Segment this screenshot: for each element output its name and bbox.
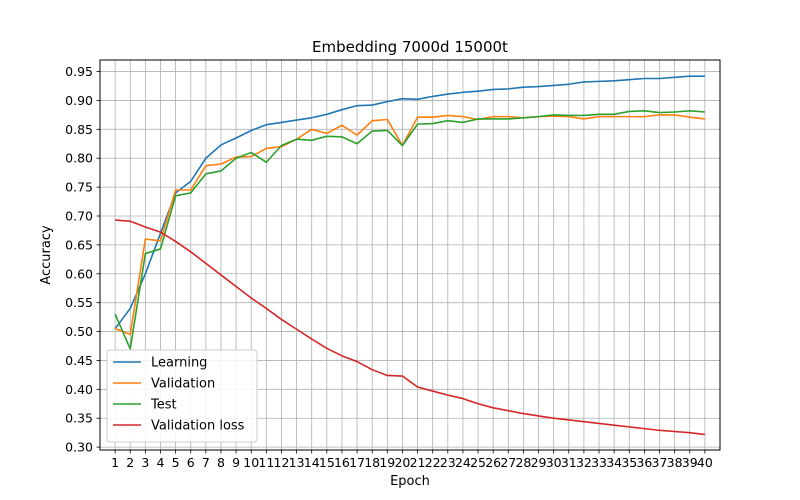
y-tick-label: 0.65 [65, 237, 93, 252]
y-tick-label: 0.40 [65, 382, 93, 397]
y-axis-ticks: 0.30 0.35 0.40 0.45 0.50 0.55 0.60 0.65 0.70 0.75… [65, 64, 100, 455]
plot-frame [99, 59, 721, 451]
x-tick-label: 13 [289, 455, 305, 470]
y-tick-label: 0.95 [65, 64, 93, 79]
x-tick-label: 26 [485, 455, 501, 470]
x-tick-label: 39 [682, 455, 698, 470]
y-tick-label: 0.90 [65, 93, 93, 108]
legend-label: Validation loss [151, 419, 245, 434]
series-line-learning [114, 75, 705, 330]
x-tick-label: 32 [576, 455, 592, 470]
series-line-test [114, 110, 705, 350]
x-tick-label: 21 [410, 455, 426, 470]
x-tick-label: 2 [126, 455, 134, 470]
x-tick-label: 12 [274, 455, 290, 470]
x-tick-label: 31 [561, 455, 577, 470]
x-tick-label: 3 [141, 455, 149, 470]
y-tick-label: 0.75 [65, 180, 93, 195]
x-tick-label: 40 [697, 455, 713, 470]
x-tick-label: 6 [187, 455, 195, 470]
x-tick-label: 23 [440, 455, 456, 470]
y-tick-label: 0.45 [65, 353, 93, 368]
chart-title: Embedding 7000d 15000t [312, 38, 508, 56]
x-tick-label: 27 [500, 455, 516, 470]
y-tick-label: 0.30 [65, 440, 93, 455]
x-axis-ticks: 1 2 3 4 5 6 7 8 9 10 11 12 13 14 15 16 17 18 19 20 21 22 23 24 2… [111, 450, 713, 470]
x-tick-label: 14 [304, 455, 320, 470]
x-tick-label: 34 [606, 455, 622, 470]
y-tick-label: 0.50 [65, 324, 93, 339]
y-axis-title: Accuracy [39, 225, 54, 285]
y-tick-label: 0.55 [65, 295, 93, 310]
y-tick-label: 0.35 [65, 411, 93, 426]
x-tick-label: 33 [591, 455, 607, 470]
x-tick-label: 24 [455, 455, 471, 470]
y-tick-label: 0.80 [65, 151, 93, 166]
series-lines [114, 75, 705, 436]
x-tick-label: 30 [546, 455, 562, 470]
x-tick-label: 16 [334, 455, 350, 470]
x-tick-label: 28 [515, 455, 531, 470]
x-tick-label: 4 [157, 455, 165, 470]
y-tick-label: 0.85 [65, 122, 93, 137]
x-axis-title: Epoch [390, 474, 430, 489]
x-tick-label: 11 [258, 455, 274, 470]
x-tick-label: 9 [232, 455, 240, 470]
legend-label: Validation [151, 377, 215, 392]
x-tick-label: 36 [636, 455, 652, 470]
y-tick-label: 0.60 [65, 266, 93, 281]
series-line-validation [114, 114, 705, 336]
legend-box [106, 349, 258, 443]
x-tick-label: 22 [425, 455, 441, 470]
legend-label: Learning [151, 356, 207, 371]
x-tick-label: 20 [394, 455, 410, 470]
x-tick-label: 15 [319, 455, 335, 470]
legend-label: Test [150, 398, 177, 413]
x-tick-label: 29 [531, 455, 547, 470]
series-line-validation-loss [115, 219, 705, 436]
x-tick-label: 8 [217, 455, 225, 470]
x-tick-label: 7 [202, 455, 210, 470]
x-tick-label: 1 [111, 455, 119, 470]
x-tick-label: 38 [667, 455, 683, 470]
x-tick-label: 10 [243, 455, 259, 470]
x-tick-label: 17 [349, 455, 365, 470]
x-tick-label: 5 [172, 455, 180, 470]
x-tick-label: 19 [379, 455, 395, 470]
x-tick-label: 18 [364, 455, 380, 470]
x-tick-label: 35 [621, 455, 637, 470]
legend: Learning Validation Test Validation loss [106, 349, 258, 443]
y-tick-label: 0.70 [65, 209, 93, 224]
x-tick-label: 25 [470, 455, 486, 470]
x-tick-label: 37 [652, 455, 668, 470]
